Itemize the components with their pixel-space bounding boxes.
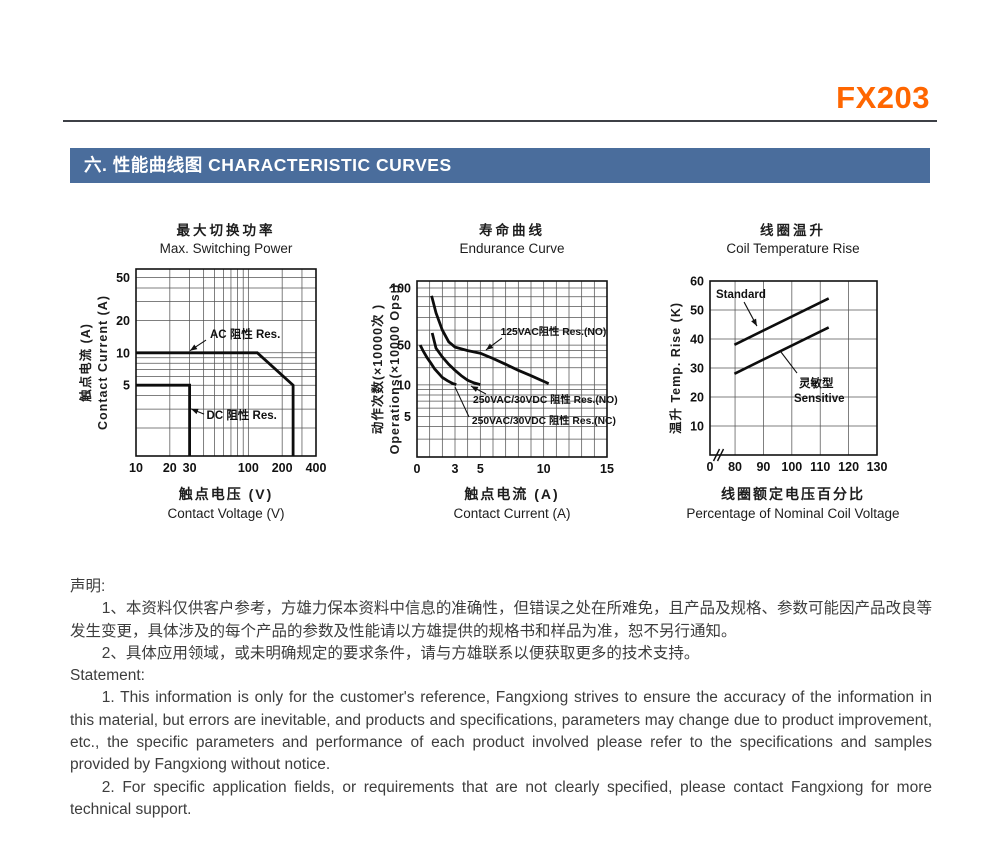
chart3-xaxis-title: 线圈额定电压百分比 Percentage of Nominal Coil Vol…: [658, 484, 928, 521]
statement-en-item-2: 2. For specific application fields, or r…: [70, 778, 932, 818]
svg-text:10: 10: [129, 461, 143, 475]
product-code: FX203: [836, 80, 930, 115]
svg-text:Contact Current (A): Contact Current (A): [96, 295, 110, 430]
svg-text:5: 5: [477, 462, 484, 476]
svg-text:5: 5: [404, 410, 411, 424]
chart-coil-temperature-rise: Standard 灵敏型 Sensitive 10 20 30 40 50 60 0 80 90 100…: [652, 262, 936, 481]
chart-endurance-curve: 125VAC阻性 Res.(NO) 250VAC/30VDC 阻性 Res.(NO…: [352, 262, 624, 481]
chart2-title: 寿命曲线 Endurance Curve: [382, 219, 642, 256]
statement-heading-cn: 声明:: [70, 578, 106, 595]
svg-text:100: 100: [781, 460, 802, 474]
svg-text:10: 10: [116, 346, 130, 360]
svg-text:100: 100: [238, 461, 259, 475]
svg-text:5: 5: [123, 379, 130, 393]
svg-text:0: 0: [707, 460, 714, 474]
svg-text:50: 50: [397, 339, 411, 353]
chart3-title: 线圈温升 Coil Temperature Rise: [658, 219, 928, 256]
chart3-xlabel-en: Percentage of Nominal Coil Voltage: [686, 506, 900, 521]
chart1-xlabel-cn: 触点电压 (V): [178, 486, 274, 502]
svg-text:110: 110: [810, 460, 830, 474]
chart1-xlabel-en: Contact Voltage (V): [167, 506, 285, 521]
svg-text:20: 20: [690, 391, 704, 405]
section-banner: 六. 性能曲线图 CHARACTERISTIC CURVES: [70, 148, 930, 183]
svg-text:0: 0: [414, 462, 421, 476]
chart1-title: 最大切换功率 Max. Switching Power: [96, 219, 356, 256]
svg-text:温升 Temp. Rise (K): 温升 Temp. Rise (K): [668, 302, 683, 434]
chart1-xaxis-title: 触点电压 (V) Contact Voltage (V): [96, 484, 356, 521]
chart2-title-en: Endurance Curve: [459, 241, 565, 256]
svg-text:30: 30: [183, 461, 197, 475]
header-divider: [63, 120, 937, 122]
svg-text:80: 80: [728, 460, 742, 474]
svg-text:灵敏型: 灵敏型: [799, 376, 834, 390]
svg-text:400: 400: [306, 461, 327, 475]
statement-en-item-1: 1. This information is only for the cust…: [70, 689, 932, 774]
chart3-title-en: Coil Temperature Rise: [726, 241, 860, 256]
statement-cn-item-2: 2、具体应用领域，或未明确规定的要求条件，请与方雄联系以便获取更多的技术支持。: [101, 644, 700, 662]
section-title: 六. 性能曲线图 CHARACTERISTIC CURVES: [84, 155, 452, 175]
chart1-title-cn: 最大切换功率: [176, 223, 276, 238]
chart-max-switching-power: AC 阻性 Res. DC 阻性 Res. 5 10 20 50 10 20 30 100 200 4…: [70, 262, 332, 481]
svg-text:60: 60: [690, 275, 704, 289]
svg-text:100: 100: [390, 282, 411, 296]
chart1-title-en: Max. Switching Power: [159, 241, 293, 256]
svg-text:15: 15: [600, 462, 614, 476]
statement-heading-en: Statement:: [70, 667, 145, 685]
statement-section: 声明: 1、本资料仅供客户参考，方雄力保本资料中信息的准确性，但错误之处在所难免…: [70, 576, 932, 821]
svg-text:200: 200: [272, 461, 293, 475]
chart3-title-cn: 线圈温升: [760, 223, 826, 238]
statement-cn-item-1: 1、本资料仅供客户参考，方雄力保本资料中信息的准确性，但错误之处在所难免，且产品…: [70, 600, 932, 640]
chart2-title-cn: 寿命曲线: [479, 223, 545, 238]
chart2-xaxis-title: 触点电流 (A) Contact Current (A): [382, 484, 642, 521]
svg-text:125VAC阻性 Res.(NO): 125VAC阻性 Res.(NO): [501, 325, 607, 338]
svg-text:10: 10: [690, 420, 704, 434]
svg-text:50: 50: [690, 304, 704, 318]
chart2-xlabel-en: Contact Current (A): [453, 506, 571, 521]
svg-text:40: 40: [690, 333, 704, 347]
chart2-xlabel-cn: 触点电流 (A): [464, 486, 560, 502]
svg-text:90: 90: [756, 460, 770, 474]
svg-text:Operations(×10000 Ops.): Operations(×10000 Ops.): [388, 284, 402, 455]
svg-text:20: 20: [116, 314, 130, 328]
svg-text:20: 20: [163, 461, 177, 475]
svg-text:Standard: Standard: [716, 289, 766, 301]
svg-text:250VAC/30VDC 阻性 Res.(NO): 250VAC/30VDC 阻性 Res.(NO): [473, 393, 618, 406]
chart3-xlabel-cn: 线圈额定电压百分比: [721, 486, 865, 502]
svg-text:触点电流 (A): 触点电流 (A): [78, 323, 93, 403]
svg-text:3: 3: [452, 462, 459, 476]
svg-text:250VAC/30VDC 阻性 Res.(NC): 250VAC/30VDC 阻性 Res.(NC): [472, 414, 616, 427]
svg-text:120: 120: [838, 460, 859, 474]
svg-text:DC 阻性 Res.: DC 阻性 Res.: [207, 408, 277, 422]
svg-text:AC 阻性 Res.: AC 阻性 Res.: [210, 327, 280, 341]
svg-text:10: 10: [537, 462, 551, 476]
svg-text:Sensitive: Sensitive: [794, 393, 845, 405]
svg-text:50: 50: [116, 271, 130, 285]
svg-text:130: 130: [867, 460, 888, 474]
svg-text:动作次数(×10000次 ): 动作次数(×10000次 ): [370, 304, 385, 434]
svg-text:10: 10: [397, 378, 411, 392]
svg-text:30: 30: [690, 362, 704, 376]
